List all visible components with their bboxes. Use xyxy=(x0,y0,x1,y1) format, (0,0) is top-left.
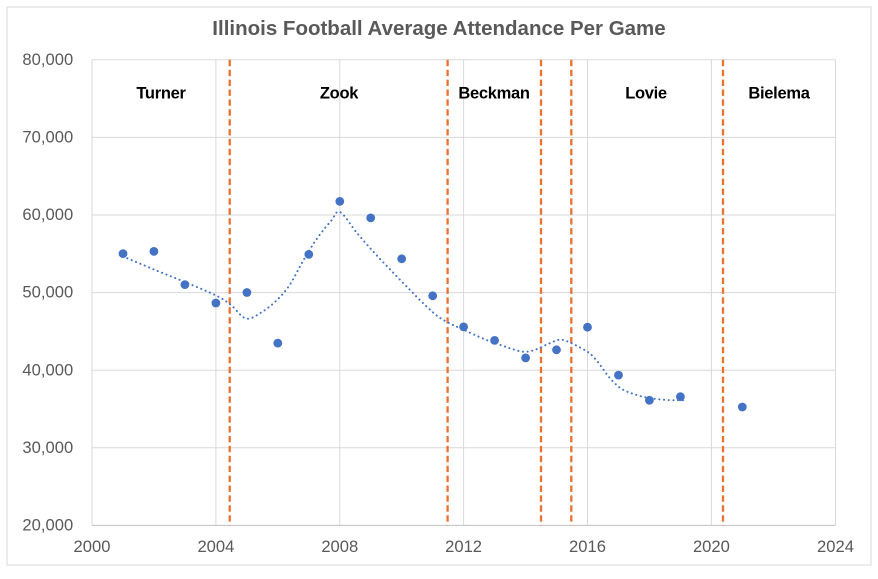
svg-text:2000: 2000 xyxy=(74,537,111,556)
svg-text:80,000: 80,000 xyxy=(22,50,73,69)
svg-text:2008: 2008 xyxy=(321,537,358,556)
svg-text:50,000: 50,000 xyxy=(22,283,73,302)
svg-text:Lovie: Lovie xyxy=(625,84,667,102)
svg-text:2012: 2012 xyxy=(445,537,482,556)
svg-text:2016: 2016 xyxy=(569,537,606,556)
svg-text:Bielema: Bielema xyxy=(748,84,810,102)
svg-text:60,000: 60,000 xyxy=(22,205,73,224)
svg-text:Turner: Turner xyxy=(136,84,186,102)
svg-text:2004: 2004 xyxy=(197,537,234,556)
svg-text:70,000: 70,000 xyxy=(22,128,73,147)
svg-text:Beckman: Beckman xyxy=(458,84,529,102)
svg-text:Illinois Football Average Atte: Illinois Football Average Attendance Per… xyxy=(212,17,665,40)
svg-text:20,000: 20,000 xyxy=(22,516,73,535)
svg-text:Zook: Zook xyxy=(320,84,359,102)
svg-text:2020: 2020 xyxy=(693,537,730,556)
svg-text:30,000: 30,000 xyxy=(22,438,73,457)
svg-text:2024: 2024 xyxy=(817,537,854,556)
svg-text:40,000: 40,000 xyxy=(22,360,73,379)
